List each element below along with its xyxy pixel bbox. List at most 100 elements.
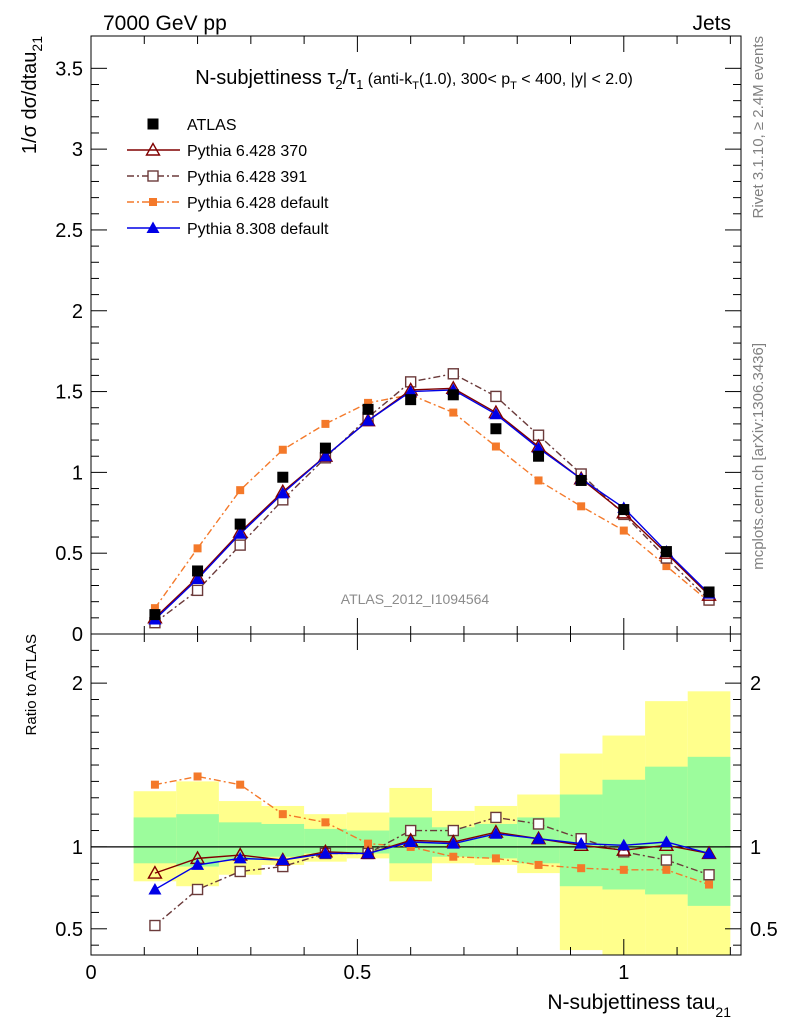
plot-title-sub2: 2 xyxy=(335,77,342,92)
ratio-point-p8def xyxy=(446,837,460,849)
point-atlas xyxy=(277,471,289,483)
legend-label: Pythia 6.428 370 xyxy=(187,143,307,160)
ratio-point-p6def xyxy=(321,818,330,827)
point-p8def xyxy=(404,385,418,397)
point-atlas xyxy=(703,586,715,598)
analysis-id: ATLAS_2012_I1094564 xyxy=(341,591,490,607)
x-tick-label: 1 xyxy=(618,962,629,984)
series-p370 xyxy=(147,380,717,624)
ratio-point-p6def xyxy=(534,860,543,869)
legend-item-p370: Pythia 6.428 370 xyxy=(127,142,307,160)
ratio-line-p370 xyxy=(154,831,710,874)
plot-title: N-subjettiness τ2/τ1 (anti-kT(1.0), 300<… xyxy=(195,67,633,92)
y-tick-label-top: 3.5 xyxy=(55,58,83,80)
ratio-y-tick-label-left: 0.5 xyxy=(55,919,83,941)
y-tick-label-top: 0.5 xyxy=(55,543,83,565)
ratio-point-p8def xyxy=(532,832,546,844)
point-p6def xyxy=(449,408,458,417)
legend-marker xyxy=(149,198,157,206)
ratio-line-p391 xyxy=(154,816,710,927)
x-axis-label-main: N-subjettiness tau xyxy=(547,991,715,1014)
ratio-bands xyxy=(91,691,741,955)
ratio-frame xyxy=(90,633,742,956)
point-atlas xyxy=(575,474,587,486)
plot-title-main: N-subjettiness τ xyxy=(195,67,335,89)
ratio-series xyxy=(147,772,717,932)
y-axis-label-top-sub: 21 xyxy=(29,36,45,52)
ratio-point-p6def xyxy=(278,810,287,819)
legend: ATLAS Pythia 6.428 370 Pythia 6.428 391 Pyt… xyxy=(127,117,329,238)
ratio-point-p8def xyxy=(148,882,162,895)
y-axis-label-top: 1/σ dσ/dtau21 xyxy=(19,36,45,154)
ratio-y-tick-label-right: 1 xyxy=(750,837,761,859)
ratio-point-p391 xyxy=(532,818,545,830)
ratio-point-p391 xyxy=(660,854,673,866)
point-atlas xyxy=(490,423,502,435)
legend-label: ATLAS xyxy=(187,117,237,134)
ratio-point-p8def xyxy=(659,835,673,847)
point-p391 xyxy=(234,539,246,551)
ratio-point-p8def xyxy=(617,838,631,851)
point-atlas xyxy=(660,546,672,558)
ratio-line-p6def xyxy=(154,775,710,886)
ratio-point-p8def xyxy=(702,846,716,859)
legend-label: Pythia 6.428 default xyxy=(187,195,329,212)
series-line-p6def xyxy=(154,394,710,609)
ratio-point-p391 xyxy=(703,869,715,881)
ratio-point-p391 xyxy=(447,824,459,837)
main-series xyxy=(147,368,717,629)
ratio-y-tick-label-right: 0.5 xyxy=(750,919,778,941)
series-p6def xyxy=(150,390,714,613)
ratio-point-p6def xyxy=(449,852,458,861)
series-line-p391 xyxy=(154,373,710,624)
point-p6def xyxy=(619,526,628,535)
energy-label: 7000 GeV pp xyxy=(103,12,227,35)
series-line-p370 xyxy=(154,387,710,619)
legend-item-p6def: Pythia 6.428 default xyxy=(127,195,329,212)
y-tick-label-top: 2.5 xyxy=(55,220,83,242)
legend-marker xyxy=(146,221,160,233)
plot-title-cuts-c: T xyxy=(510,80,517,92)
ratio-point-p391 xyxy=(490,811,502,824)
x-tick-label: 0 xyxy=(85,962,96,984)
point-p6def xyxy=(321,419,330,428)
point-p6def xyxy=(577,502,586,511)
point-atlas xyxy=(405,394,417,406)
ratio-point-p8def xyxy=(276,853,290,866)
ratio-point-p8def xyxy=(318,846,332,859)
ratio-point-p6def xyxy=(491,854,500,863)
plot-title-cuts-b: (1.0), 300< p xyxy=(419,71,510,88)
y-axis-label-top-main: 1/σ dσ/dtau xyxy=(19,52,41,155)
y-tick-label-top: 2 xyxy=(72,301,83,323)
legend-marker xyxy=(147,118,159,130)
main-ticks: 0 0.5 1 1.5 2 2.5 3 3.5 xyxy=(55,36,741,646)
legend-marker xyxy=(147,170,159,182)
ratio-series-p8def xyxy=(148,827,716,895)
series-line-p8def xyxy=(154,389,710,620)
point-p8def xyxy=(276,486,290,499)
ratio-point-p8def xyxy=(191,858,205,870)
point-atlas xyxy=(618,504,630,516)
point-p6def xyxy=(278,445,287,454)
point-atlas xyxy=(362,403,374,415)
legend-item-p391: Pythia 6.428 391 xyxy=(127,169,307,186)
point-p8def xyxy=(532,441,546,454)
legend-label: Pythia 6.428 391 xyxy=(187,169,307,186)
y-tick-label-top: 0 xyxy=(72,624,83,646)
point-p391 xyxy=(191,584,204,597)
point-atlas xyxy=(192,565,204,577)
point-p8def xyxy=(191,572,205,585)
y-tick-label-top: 1.5 xyxy=(55,382,83,404)
band-inner xyxy=(133,817,177,864)
x-tick-labels: 0 0.5 1 xyxy=(85,962,629,984)
plot-title-sub1: 1 xyxy=(356,77,363,92)
point-p6def xyxy=(364,398,373,407)
ratio-point-p6def xyxy=(364,839,373,848)
point-p391 xyxy=(447,368,459,380)
point-atlas xyxy=(533,450,545,462)
point-p6def xyxy=(150,604,159,613)
x-axis-label: N-subjettiness tau21 xyxy=(547,991,731,1020)
point-p6def xyxy=(491,442,500,451)
legend-marker xyxy=(145,142,161,156)
